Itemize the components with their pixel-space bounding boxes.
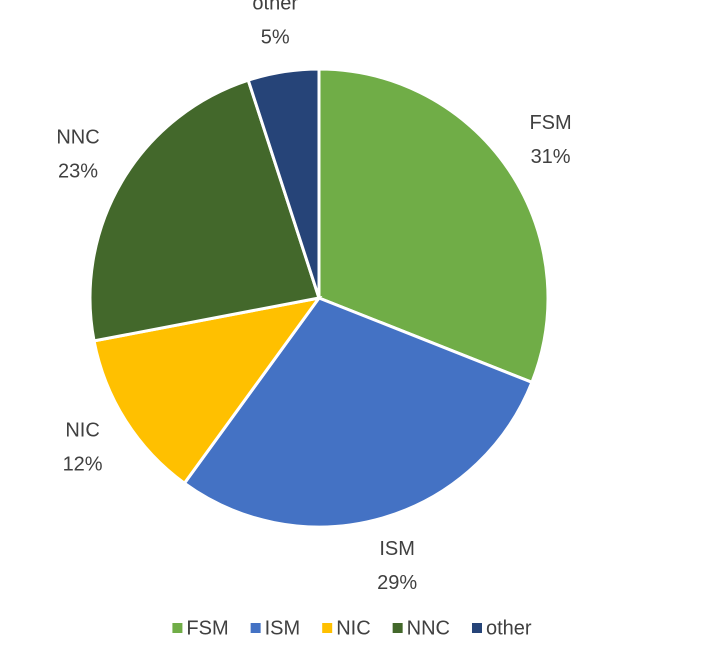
legend-swatch xyxy=(172,623,183,633)
legend-label: other xyxy=(486,617,532,639)
slice-value-label: 29% xyxy=(377,572,417,594)
pie-slice xyxy=(182,296,534,529)
pie-slice xyxy=(246,67,321,299)
legend-label: ISM xyxy=(265,617,301,639)
slice-value-label: 23% xyxy=(58,161,98,183)
legend-label: FSM xyxy=(186,617,228,639)
legend-swatch xyxy=(250,623,261,633)
legend-swatch xyxy=(392,623,403,633)
pie-slice xyxy=(88,78,321,343)
legend-swatch xyxy=(471,623,482,633)
slice-value-label: 5% xyxy=(261,27,290,49)
slice-category-label: other xyxy=(252,0,298,15)
slice-category-label: NIC xyxy=(65,419,99,441)
legend-swatch xyxy=(322,623,333,633)
slice-value-label: 12% xyxy=(63,453,103,475)
legend-label: NNC xyxy=(407,617,450,639)
slice-value-label: 31% xyxy=(531,146,571,168)
pie-slice xyxy=(317,67,550,385)
legend-label: NIC xyxy=(336,617,370,639)
slice-category-label: FSM xyxy=(529,112,571,134)
slice-category-label: ISM xyxy=(379,538,415,560)
pie-slice xyxy=(92,295,323,486)
slice-category-label: NNC xyxy=(56,127,99,149)
